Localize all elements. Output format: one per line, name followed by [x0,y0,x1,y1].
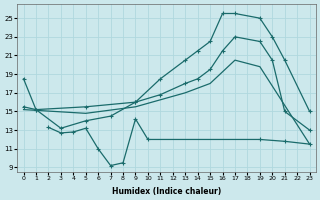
X-axis label: Humidex (Indice chaleur): Humidex (Indice chaleur) [112,187,221,196]
